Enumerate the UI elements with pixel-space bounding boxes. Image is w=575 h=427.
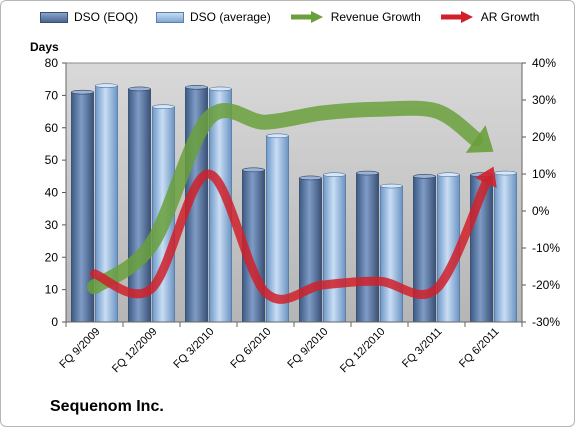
y2-tick-label: 20% xyxy=(532,130,556,144)
bar-dso-avg-cap xyxy=(494,170,517,176)
y-tick-label: 30 xyxy=(45,218,59,232)
legend-label-eoq: DSO (EOQ) xyxy=(74,10,139,24)
bar-dso-avg-cap xyxy=(323,172,346,177)
y2-tick-label: -10% xyxy=(532,241,560,255)
x-tick-label: FQ 12/2010 xyxy=(338,326,388,376)
bar-dso-avg-cap xyxy=(95,83,118,88)
y-tick-label: 80 xyxy=(45,56,59,70)
bar-dso-eoq-cap xyxy=(242,167,265,173)
y-tick-label: 0 xyxy=(51,315,58,329)
legend-item-ar: AR Growth xyxy=(439,10,540,24)
legend-swatch-eoq xyxy=(40,11,68,23)
ar-growth-arrowhead xyxy=(475,166,497,188)
y-tick-label: 50 xyxy=(45,153,59,167)
bar-dso-avg-cap xyxy=(209,86,232,92)
bar-dso-eoq xyxy=(413,175,436,323)
legend-arrow-ar-icon xyxy=(440,11,473,23)
y2-tick-label: 0% xyxy=(532,204,550,218)
company-label: Sequenom Inc. xyxy=(50,398,164,415)
bar-dso-avg-cap xyxy=(152,104,175,110)
bar-dso-avg-cap xyxy=(437,172,460,177)
y-tick-label: 60 xyxy=(45,121,59,135)
x-tick-label: FQ 9/2010 xyxy=(285,326,330,371)
legend-swatch-avg xyxy=(156,11,185,23)
bar-dso-avg-cap xyxy=(380,183,403,189)
x-tick-label: FQ 3/2010 xyxy=(171,326,216,371)
y2-tick-label: -20% xyxy=(532,278,560,292)
ar-growth-line xyxy=(90,169,491,304)
y-tick-label: 40 xyxy=(45,186,59,200)
x-tick-label: FQ 6/2010 xyxy=(228,326,273,371)
legend-arrow-revenue-icon xyxy=(290,11,323,23)
x-tick-label: FQ 3/2011 xyxy=(400,326,445,371)
chart-svg: 0 10 20 30 40 50 60 70 80 -30% -20% -10% 0% 10% 20% 30%… xyxy=(45,56,561,376)
bar-dso-avg xyxy=(323,174,346,323)
bar-dso-eoq-cap xyxy=(299,175,322,181)
x-tick-label: FQ 12/2009 xyxy=(110,326,160,376)
y-axis-title: Days xyxy=(30,40,59,54)
x-tick-label: FQ 9/2009 xyxy=(57,326,102,371)
bar-dso-eoq-cap xyxy=(71,89,94,95)
bar-dso-eoq-cap xyxy=(185,84,208,90)
bar-dso-eoq xyxy=(356,172,379,323)
revenue-growth-arrowhead xyxy=(465,125,494,153)
legend-label-ar: AR Growth xyxy=(480,10,540,24)
y2-tick-label: 10% xyxy=(532,167,556,181)
y-tick-label: 10 xyxy=(45,283,59,297)
y2-tick-label: 30% xyxy=(532,93,556,107)
bar-dso-avg xyxy=(380,185,403,323)
legend-item-eoq: DSO (EOQ) xyxy=(40,10,138,24)
x-tick-label: FQ 6/2011 xyxy=(457,326,502,371)
bar-dso-avg-cap xyxy=(266,133,289,139)
y-tick-label: 20 xyxy=(45,250,59,264)
legend-item-revenue: Revenue Growth xyxy=(289,10,421,24)
bar-dso-eoq-cap xyxy=(128,86,151,92)
bar-dso-eoq xyxy=(299,177,322,323)
y-tick-label: 70 xyxy=(45,88,59,102)
bar-dso-eoq-cap xyxy=(356,170,379,176)
bar-dso-eoq-cap xyxy=(413,174,436,179)
bar-dso-avg xyxy=(494,172,517,323)
legend-item-avg: DSO (average) xyxy=(156,10,271,24)
legend: DSO (EOQ) DSO (average) Revenue Growth A… xyxy=(40,10,557,24)
legend-label-revenue: Revenue Growth xyxy=(330,10,421,24)
legend-label-avg: DSO (average) xyxy=(190,10,271,24)
revenue-growth-line xyxy=(87,100,484,295)
y2-tick-label: 40% xyxy=(532,56,556,70)
y2-tick-label: -30% xyxy=(532,315,560,329)
